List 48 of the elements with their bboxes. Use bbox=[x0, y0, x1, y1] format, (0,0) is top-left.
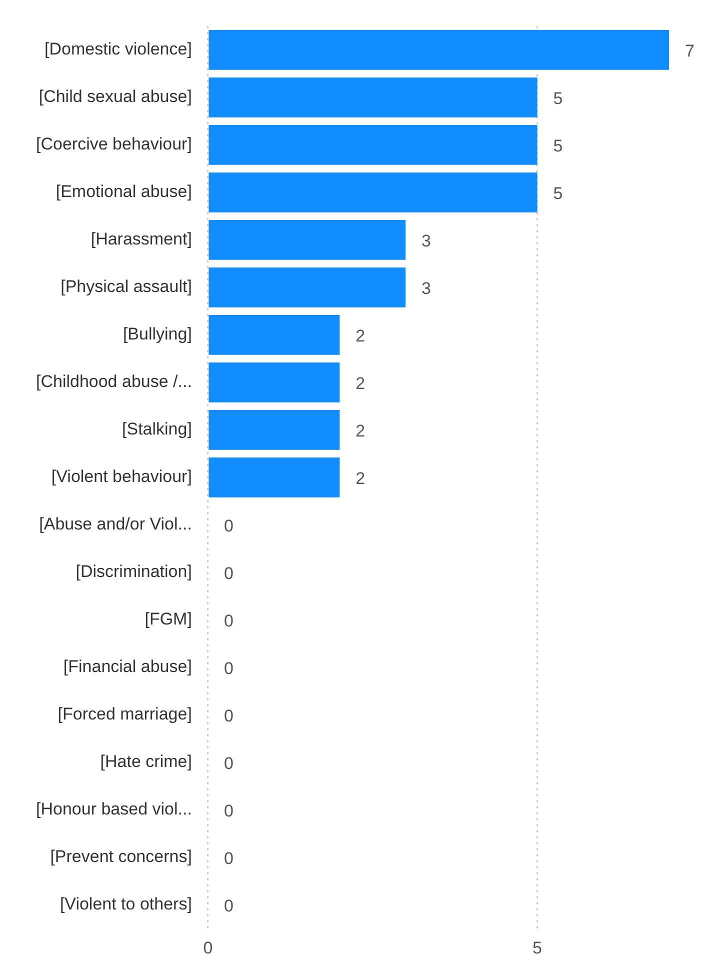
y-tick-label: [Abuse and/or Viol... bbox=[39, 514, 192, 534]
y-tick-label: [Violent to others] bbox=[60, 894, 192, 914]
y-tick-label: [Hate crime] bbox=[100, 752, 192, 772]
data-label: 2 bbox=[356, 469, 366, 488]
data-label: 0 bbox=[224, 564, 234, 584]
y-tick-label: [FGM] bbox=[144, 610, 192, 629]
y-tick-label: [Discrimination] bbox=[76, 562, 192, 582]
data-label: 0 bbox=[224, 849, 234, 868]
y-tick-label: [Harassment] bbox=[90, 230, 192, 249]
data-label: 0 bbox=[224, 896, 234, 916]
data-label: 2 bbox=[356, 422, 366, 441]
data-label: 2 bbox=[356, 374, 366, 394]
data-label: 5 bbox=[553, 136, 563, 156]
bar bbox=[208, 124, 538, 165]
y-tick-label: [Emotional abuse] bbox=[56, 182, 192, 202]
y-tick-label: [Violent behaviour] bbox=[51, 467, 192, 486]
y-tick-label: [Domestic violence] bbox=[44, 40, 192, 59]
bar bbox=[208, 362, 340, 402]
bar bbox=[208, 77, 538, 118]
data-label: 0 bbox=[224, 516, 234, 536]
y-tick-label: [Stalking] bbox=[122, 420, 192, 439]
data-label: 0 bbox=[224, 706, 234, 726]
y-tick-label: [Honour based viol... bbox=[36, 800, 192, 819]
bar bbox=[208, 172, 538, 212]
data-label: 7 bbox=[685, 42, 694, 61]
y-tick-label: [Childhood abuse /... bbox=[36, 372, 192, 392]
data-label: 5 bbox=[553, 89, 563, 108]
y-tick-label: [Child sexual abuse] bbox=[38, 87, 192, 106]
bar bbox=[208, 410, 340, 450]
data-label: 0 bbox=[224, 659, 234, 678]
data-label: 0 bbox=[224, 754, 234, 774]
y-tick-label: [Forced marriage] bbox=[58, 704, 192, 724]
data-label: 0 bbox=[224, 802, 234, 821]
y-tick-label: [Coercive behaviour] bbox=[36, 134, 192, 154]
y-tick-label: [Prevent concerns] bbox=[50, 847, 192, 866]
data-label: 0 bbox=[224, 612, 234, 631]
data-label: 3 bbox=[422, 279, 432, 298]
bar bbox=[208, 267, 406, 308]
bar bbox=[208, 220, 406, 260]
y-tick-label: [Financial abuse] bbox=[63, 657, 192, 676]
y-tick-label: [Physical assault] bbox=[60, 277, 192, 296]
y-tick-label: [Bullying] bbox=[122, 324, 192, 344]
data-label: 5 bbox=[553, 184, 563, 204]
bar bbox=[208, 457, 340, 498]
data-label: 3 bbox=[422, 232, 432, 251]
bar bbox=[208, 314, 340, 355]
data-label: 2 bbox=[356, 326, 366, 346]
bar bbox=[208, 30, 669, 70]
